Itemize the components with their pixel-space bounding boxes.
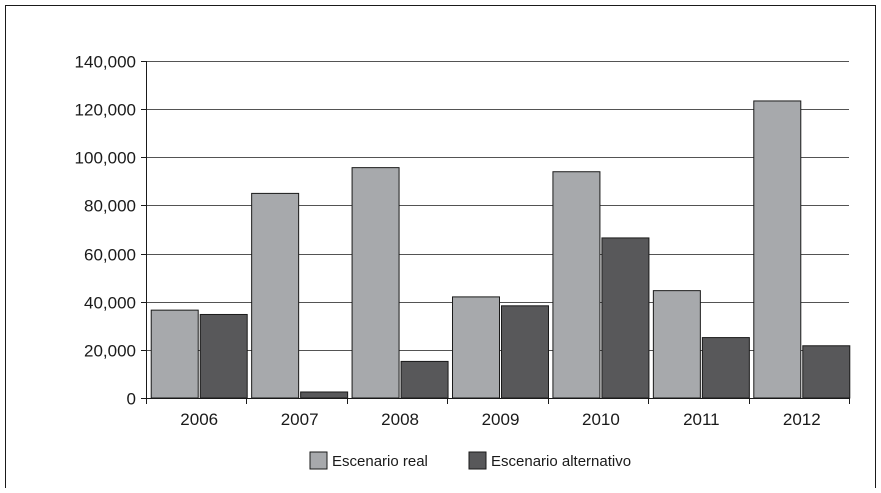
x-tick-label: 2012 xyxy=(783,410,821,429)
y-tick-label: 40,000 xyxy=(84,294,136,313)
chart-frame xyxy=(5,5,876,488)
y-tick-label: 20,000 xyxy=(84,342,136,361)
x-tick-label: 2006 xyxy=(180,410,218,429)
x-axis-ticks: 2006 2007 2008 2009 2010 2011 2012 xyxy=(180,410,820,429)
legend-swatch-escenario-real xyxy=(309,451,328,470)
bar-escenario-alternativo-2008 xyxy=(400,360,449,399)
bar-escenario-alternativo-2010 xyxy=(601,237,650,399)
bar-escenario-real-2006 xyxy=(150,309,199,399)
bar-escenario-alternativo-2006 xyxy=(199,313,248,399)
y-axis-ticks: 0 20,000 40,000 60,000 80,000 100,000 120,000 1… xyxy=(75,53,136,409)
legend-label: Escenario real xyxy=(332,453,428,470)
y-tick-label: 140,000 xyxy=(75,53,136,72)
y-tick-label: 60,000 xyxy=(84,246,136,265)
x-tick-label: 2009 xyxy=(482,410,520,429)
bar-escenario-alternativo-2007 xyxy=(300,391,349,399)
y-tick-label: 0 xyxy=(127,390,136,409)
bar-escenario-alternativo-2009 xyxy=(501,305,549,399)
legend-label: Escenario alternativo xyxy=(491,453,631,470)
bar-escenario-real-2009 xyxy=(452,296,500,399)
y-tick-label: 100,000 xyxy=(75,149,136,168)
legend-swatch-escenario-alternativo xyxy=(468,451,487,470)
y-tick-label: 120,000 xyxy=(75,101,136,120)
x-tick-label: 2007 xyxy=(281,410,319,429)
bars xyxy=(150,100,851,399)
bar-escenario-real-2007 xyxy=(251,192,300,399)
bar-escenario-real-2012 xyxy=(753,100,802,399)
bar-escenario-alternativo-2012 xyxy=(802,345,851,399)
y-tick-label: 80,000 xyxy=(84,197,136,216)
bar-escenario-real-2011 xyxy=(652,290,701,399)
legend: Escenario real Escenario alternativo xyxy=(309,451,631,470)
x-tick-label: 2010 xyxy=(582,410,620,429)
bar-escenario-alternativo-2011 xyxy=(701,337,750,399)
bar-escenario-real-2008 xyxy=(351,167,400,399)
x-tick-label: 2008 xyxy=(381,410,419,429)
x-tick-label: 2011 xyxy=(683,410,720,429)
axes xyxy=(141,61,850,404)
bar-escenario-real-2010 xyxy=(552,171,601,399)
